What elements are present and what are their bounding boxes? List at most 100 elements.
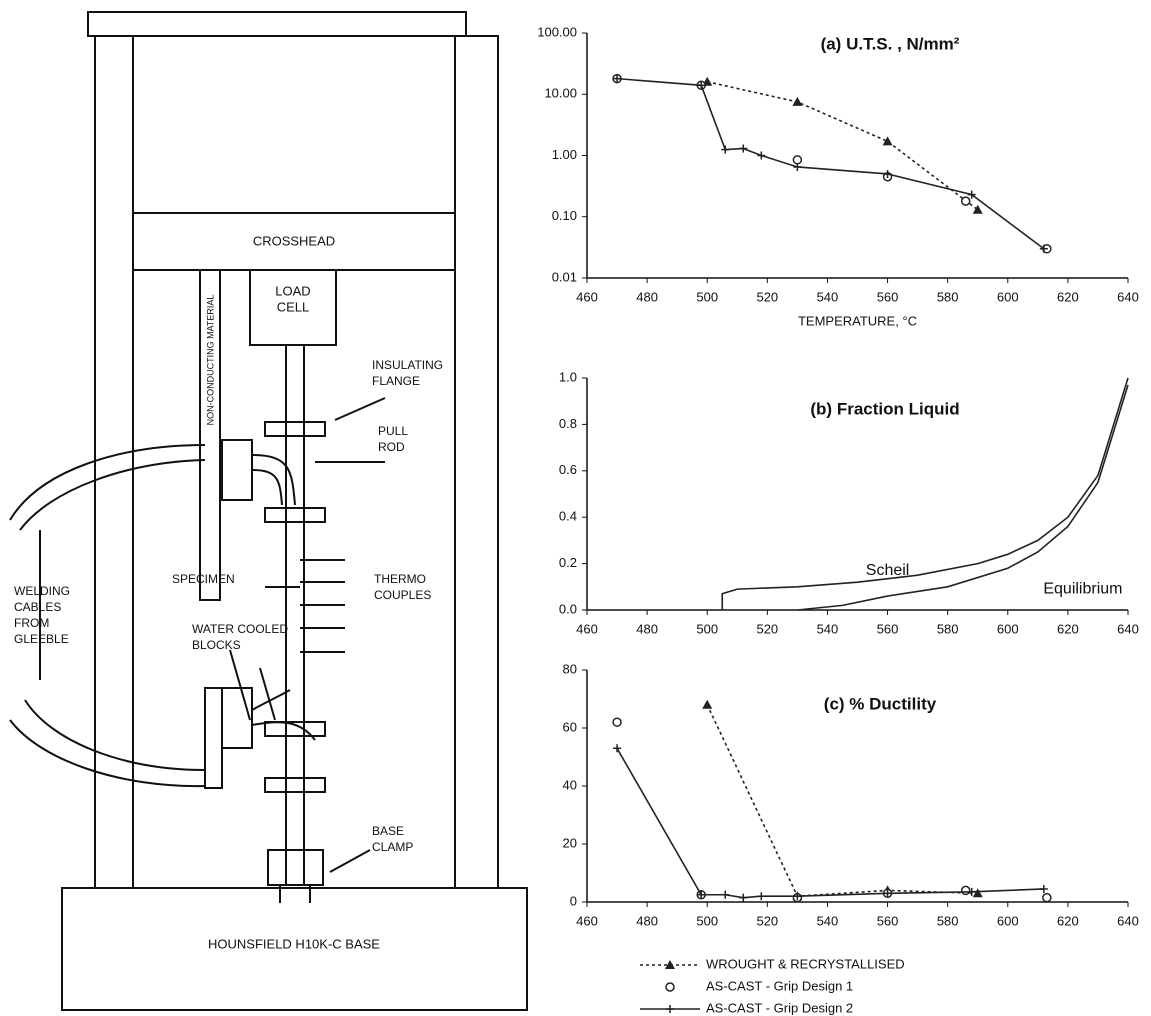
diagram-label: CROSSHEAD [253,233,335,248]
series-line [616,747,1044,899]
x-tick-label: 480 [636,913,658,928]
flange [264,777,326,793]
x-tick-label: 640 [1117,913,1139,928]
x-tick-label: 620 [1057,289,1079,304]
marker [967,887,976,896]
x-tick-label: 580 [937,913,959,928]
marker [665,960,675,969]
chart-title: (c) % Ductility [824,694,937,713]
x-tick-label: 520 [756,913,778,928]
marker [757,892,766,901]
y-tick-label: 0.0 [559,601,577,616]
marker [883,889,892,898]
base-clamp [267,849,324,903]
marker [792,155,803,165]
x-tick-label: 560 [877,289,899,304]
marker [793,892,802,901]
y-tick-label: 1.0 [559,369,577,384]
marker [702,699,713,709]
y-tick-label: 40 [563,777,577,792]
y-tick-label: 0.4 [559,509,577,524]
x-tick-label: 540 [817,913,839,928]
welding-cable [9,699,206,788]
diagram-label: ROD [378,440,405,454]
diagram-label: LOAD [275,283,310,298]
x-tick-label: 620 [1057,621,1079,636]
marker [972,888,983,898]
block-plate [264,507,326,523]
marker [721,145,730,154]
diagram-label: CLAMP [372,840,413,854]
diagram-label: GLEEBLE [14,632,69,646]
pointer-arrow [229,397,386,873]
y-tick-label: 0.8 [559,416,577,431]
top-beam [87,11,467,37]
y-tick-label: 10.00 [544,86,577,101]
x-tick-label: 580 [937,289,959,304]
marker [613,74,622,83]
diagram-label: INSULATING [372,358,443,372]
series-line [706,704,978,898]
block-plate [264,721,326,737]
x-tick-label: 460 [576,913,598,928]
marker [882,136,893,146]
series-line [616,77,1045,250]
marker [697,890,706,899]
diagram-label: THERMO [374,572,426,586]
x-tick-label: 480 [636,289,658,304]
base [61,887,528,1011]
y-tick-label: 0.01 [552,269,577,284]
x-tick-label: 500 [696,289,718,304]
water-pipe [251,689,316,741]
x-tick-label: 600 [997,289,1019,304]
diagram-label: BASE [372,824,404,838]
water-block [221,687,253,749]
y-tick-label: 100.00 [537,24,577,39]
diagram-label: FLANGE [372,374,420,388]
x-tick-label: 460 [576,289,598,304]
marker [612,717,622,727]
diagram-label: HOUNSFIELD H10K-C BASE [208,936,380,951]
marker [793,162,802,171]
annotation: Scheil [866,562,910,579]
marker [1039,244,1048,253]
legend-label: AS-CAST - Grip Design 2 [706,1000,853,1015]
marker [697,81,706,90]
x-tick-label: 640 [1117,289,1139,304]
y-tick-label: 1.00 [552,147,577,162]
clamp-bar [204,687,223,789]
x-tick-label: 600 [997,621,1019,636]
y-tick-label: 0 [570,893,577,908]
apparatus-diagram [9,11,528,1011]
y-tick-label: 60 [563,719,577,734]
diagram-label: FROM [14,616,49,630]
marker [665,982,675,992]
diagram-label: CABLES [14,600,61,614]
x-tick-label: 540 [817,621,839,636]
marker [666,1005,674,1013]
diagram-label: SPECIMEN [172,572,235,586]
welding-cable [9,444,206,531]
flange [264,421,326,437]
marker [883,169,892,178]
diagram-label: COUPLES [374,588,431,602]
x-tick-label: 560 [877,913,899,928]
diagram-label: WATER COOLED [192,622,288,636]
water-block [221,439,253,501]
diagram-label: CELL [277,299,310,314]
thermocouple [300,559,345,653]
y-tick-label: 0.6 [559,462,577,477]
x-tick-label: 640 [1117,621,1139,636]
marker [721,890,730,899]
x-tick-label: 500 [696,621,718,636]
marker [1042,892,1052,903]
pull-rod [285,344,305,886]
right-column [454,35,499,889]
x-tick-label: 620 [1057,913,1079,928]
legend-label: AS-CAST - Grip Design 1 [706,978,853,993]
marker [792,96,803,106]
y-tick-label: 0.10 [552,208,577,223]
